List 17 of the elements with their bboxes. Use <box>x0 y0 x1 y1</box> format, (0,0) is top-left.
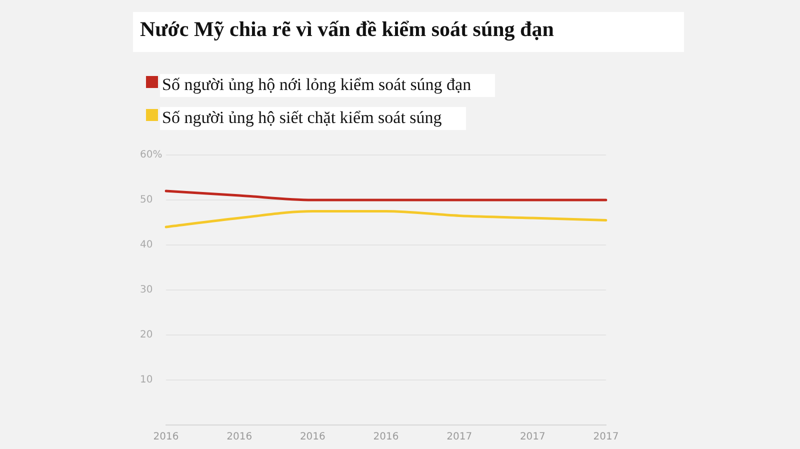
y-tick-label: 10 <box>140 374 153 386</box>
x-tick-label: 2017 <box>520 432 546 443</box>
x-tick-label: 2017 <box>593 432 619 443</box>
y-tick-label: 30 <box>140 284 153 296</box>
x-tick-label: 2016 <box>153 432 179 443</box>
line-series <box>164 210 608 228</box>
y-tick-label: 40 <box>140 240 153 251</box>
x-tick-label: 2016 <box>226 432 252 443</box>
y-tick-label: 20 <box>140 330 153 341</box>
x-tick-label: 2017 <box>446 432 472 443</box>
y-tick-label: 60% <box>140 150 162 161</box>
legend-label: Số người ủng hộ siết chặt kiểm soát súng <box>160 107 466 130</box>
legend-label: Số người ủng hộ nới lỏng kiểm soát súng đạn <box>160 74 496 97</box>
x-tick-label: 2016 <box>373 432 399 443</box>
chart-title: Nước Mỹ chia rẽ vì vấn đề kiểm soát súng đạn <box>139 16 555 42</box>
x-tick-label: 2016 <box>300 432 326 443</box>
y-tick-label: 50 <box>140 194 153 206</box>
